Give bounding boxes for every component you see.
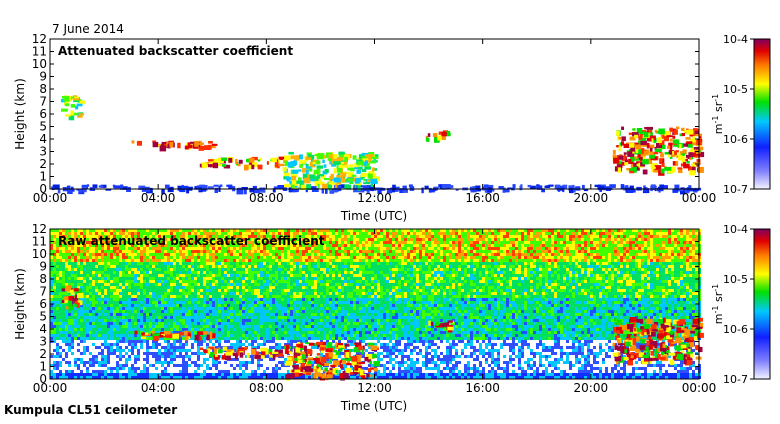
colorbar-tick-label: 10-5 (723, 273, 748, 286)
y-tick-label: 11 (32, 235, 47, 249)
y-tick-label: 10 (32, 247, 47, 261)
y-tick-label: 11 (32, 45, 47, 59)
top-colorbar: 10-7 10-6 10-5 10-4 m-1 sr-1 (711, 33, 770, 196)
y-tick-label: 2 (39, 157, 47, 171)
y-tick-label: 12 (32, 32, 47, 46)
colorbar-tick-label: 10-7 (723, 183, 748, 196)
x-tick-label: 20:00 (574, 191, 609, 205)
y-tick-label: 6 (39, 297, 47, 311)
x-tick-label: 08:00 (249, 381, 284, 395)
x-tick-label: 16:00 (465, 381, 500, 395)
colorbar-tick-label: 10-4 (723, 33, 748, 46)
colorbar-tick-label: 10-5 (723, 83, 748, 96)
bottom-panel-title: Raw attenuated backscatter coefficient (58, 234, 325, 248)
y-tick-label: 7 (39, 285, 47, 299)
x-tick-label: 08:00 (249, 191, 284, 205)
top-y-axis-label: Height (km) (13, 78, 27, 149)
x-tick-label: 12:00 (357, 381, 392, 395)
instrument-label: Kumpula CL51 ceilometer (4, 403, 177, 417)
y-tick-label: 9 (39, 260, 47, 274)
date-label: 7 June 2014 (52, 22, 124, 36)
colorbar-tick-label: 10-7 (723, 373, 748, 386)
x-tick-label: 04:00 (141, 381, 176, 395)
y-tick-label: 4 (39, 132, 47, 146)
x-tick-label: 00:00 (682, 191, 717, 205)
bottom-colorbar-ticks: 10-7 10-6 10-5 10-4 (723, 223, 754, 386)
colorbar-tick-label: 10-6 (723, 133, 748, 146)
top-plot-background (50, 39, 699, 189)
x-tick-label: 00:00 (33, 191, 68, 205)
y-tick-label: 9 (39, 70, 47, 84)
x-tick-label: 04:00 (141, 191, 176, 205)
y-tick-label: 3 (39, 335, 47, 349)
bottom-colorbar-unit: m-1 sr-1 (711, 284, 725, 324)
top-colorbar-unit: m-1 sr-1 (711, 94, 725, 134)
top-panel-title: Attenuated backscatter coefficient (58, 44, 293, 58)
y-tick-label: 5 (39, 120, 47, 134)
y-tick-label: 7 (39, 95, 47, 109)
x-tick-label: 00:00 (33, 381, 68, 395)
bottom-colorbar-scale (754, 229, 770, 379)
bottom-colorbar: 10-7 10-6 10-5 10-4 m-1 sr-1 (711, 223, 770, 386)
top-x-axis-label: Time (UTC) (340, 209, 407, 223)
x-tick-label: 16:00 (465, 191, 500, 205)
colorbar-tick-label: 10-4 (723, 223, 748, 236)
y-tick-label: 6 (39, 107, 47, 121)
x-tick-label: 00:00 (682, 381, 717, 395)
y-tick-label: 2 (39, 347, 47, 361)
y-tick-label: 4 (39, 322, 47, 336)
y-tick-label: 3 (39, 145, 47, 159)
y-tick-label: 1 (39, 360, 47, 374)
y-tick-label: 10 (32, 57, 47, 71)
y-tick-label: 8 (39, 82, 47, 96)
y-tick-label: 8 (39, 272, 47, 286)
x-tick-label: 20:00 (574, 381, 609, 395)
colorbar-tick-label: 10-6 (723, 323, 748, 336)
bottom-heatmap (50, 229, 704, 381)
y-tick-label: 12 (32, 222, 47, 236)
bottom-x-axis-label: Time (UTC) (340, 399, 407, 413)
top-colorbar-scale (754, 39, 770, 189)
x-tick-label: 12:00 (357, 191, 392, 205)
bottom-y-axis-label: Height (km) (13, 268, 27, 339)
y-tick-label: 5 (39, 310, 47, 324)
y-tick-label: 1 (39, 170, 47, 184)
top-colorbar-ticks: 10-7 10-6 10-5 10-4 (723, 33, 754, 196)
